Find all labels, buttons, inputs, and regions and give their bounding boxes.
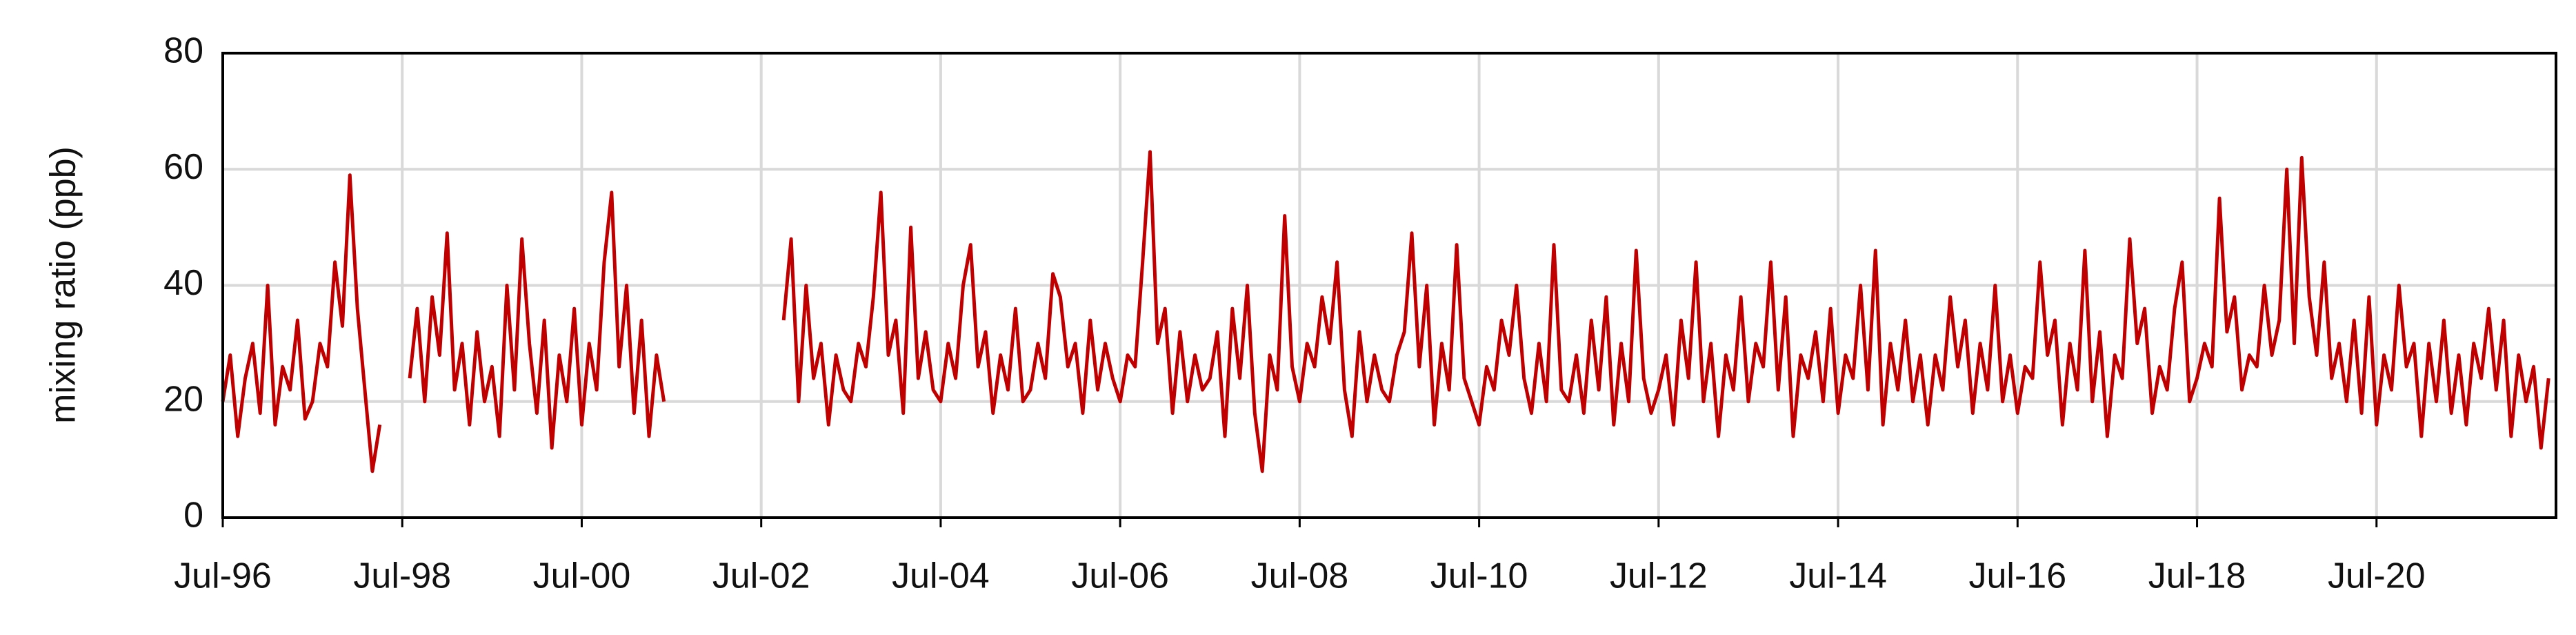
x-tick-label: Jul-16 <box>1968 556 2066 596</box>
x-tick-label: Jul-20 <box>2328 556 2426 596</box>
x-tick-label: Jul-08 <box>1251 556 1349 596</box>
data-line <box>221 150 2550 473</box>
x-tick-label: Jul-10 <box>1430 556 1528 596</box>
x-tick-label: Jul-06 <box>1071 556 1169 596</box>
x-tick-label: Jul-18 <box>2148 556 2246 596</box>
y-tick-label: 0 <box>183 496 203 536</box>
y-tick-label: 60 <box>163 147 203 187</box>
x-tick-label: Jul-14 <box>1789 556 1887 596</box>
y-tick-label: 40 <box>163 263 203 303</box>
x-tick-label: Jul-98 <box>353 556 451 596</box>
x-tick-label: Jul-00 <box>533 556 631 596</box>
y-tick-label: 20 <box>163 379 203 419</box>
plot-frame <box>221 52 2557 519</box>
x-tick-label: Jul-12 <box>1610 556 1708 596</box>
y-axis-title: mixing ratio (ppb) <box>43 146 83 424</box>
x-tick-label: Jul-04 <box>892 556 990 596</box>
x-tick-label: Jul-96 <box>174 556 272 596</box>
y-tick-label: 80 <box>163 31 203 71</box>
x-tick-label: Jul-02 <box>712 556 810 596</box>
